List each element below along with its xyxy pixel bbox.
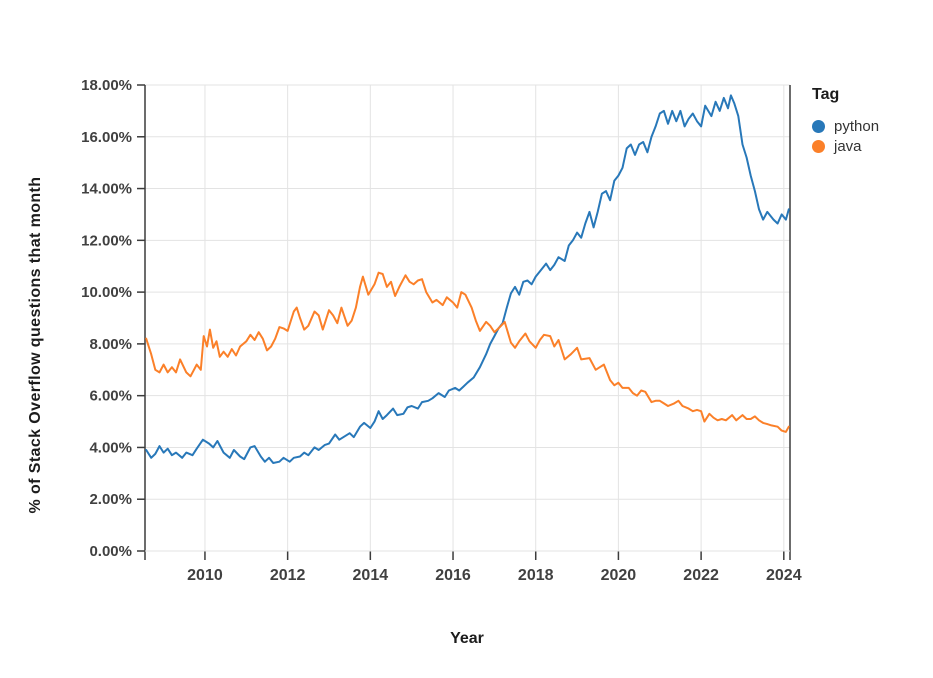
y-axis-title: % of Stack Overflow questions that month (27, 176, 44, 514)
legend-title: Tag (812, 86, 840, 103)
series-line-python (145, 94, 790, 464)
x-tick-label: 2018 (518, 567, 554, 584)
y-tick-label: 0.00% (89, 543, 132, 560)
java-series-dot-icon (812, 139, 825, 153)
x-tick-label: 2012 (270, 567, 306, 584)
legend: Tag python java (812, 86, 879, 156)
y-tick-label: 6.00% (89, 388, 132, 405)
legend-label-java: java (834, 137, 862, 155)
legend-item-python[interactable]: python (812, 116, 879, 136)
y-tick-label: 8.00% (89, 336, 132, 353)
x-tick-label: 2010 (187, 567, 223, 584)
legend-label-python: python (834, 117, 880, 135)
x-tick-label: 2016 (435, 567, 471, 584)
x-tick-label: 2020 (601, 567, 637, 584)
y-tick-label: 10.00% (81, 284, 132, 301)
legend-item-java[interactable]: java (812, 136, 879, 156)
y-tick-label: 12.00% (81, 232, 132, 249)
x-axis-title: Year (450, 630, 484, 647)
y-tick-label: 4.00% (89, 439, 132, 456)
y-tick-label: 18.00% (81, 77, 132, 94)
x-tick-label: 2024 (766, 567, 802, 584)
y-tick-label: 14.00% (81, 181, 132, 198)
y-tick-label: 16.00% (81, 129, 132, 146)
python-series-dot-icon (812, 119, 825, 133)
series-line-java (145, 271, 790, 433)
x-tick-label: 2022 (683, 567, 719, 584)
x-tick-label: 2014 (353, 567, 389, 584)
y-tick-label: 2.00% (89, 491, 132, 508)
